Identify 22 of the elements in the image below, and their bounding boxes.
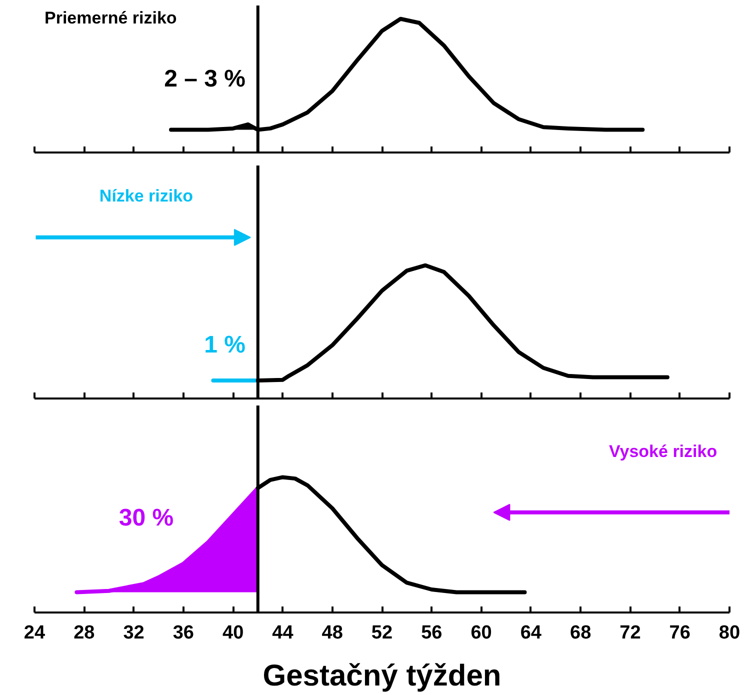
x-tick-label: 56 bbox=[421, 622, 442, 644]
annotation: 1 % bbox=[204, 332, 246, 359]
x-tick-label: 52 bbox=[371, 622, 393, 644]
x-tick-label: 40 bbox=[222, 622, 244, 644]
chart-title: Nízke riziko bbox=[99, 186, 193, 206]
x-tick-label: 24 bbox=[24, 622, 46, 644]
annotation: 2 – 3 % bbox=[164, 65, 246, 92]
x-tick-label: 64 bbox=[520, 622, 542, 644]
x-tick-label: 44 bbox=[272, 622, 294, 644]
x-tick-label: 72 bbox=[620, 622, 641, 644]
x-axis-title: Gestačný týžden bbox=[262, 660, 502, 692]
x-tick-label: 76 bbox=[669, 622, 690, 644]
x-tick-label: 32 bbox=[123, 622, 144, 644]
x-tick-label: 80 bbox=[718, 622, 740, 644]
x-tick-label: 68 bbox=[570, 622, 592, 644]
x-tick-label: 48 bbox=[322, 622, 343, 644]
x-tick-label: 28 bbox=[74, 622, 95, 644]
x-tick-label: 60 bbox=[470, 622, 492, 644]
annotation: 30 % bbox=[118, 504, 174, 532]
x-tick-label: 36 bbox=[172, 622, 194, 644]
chart-title: Vysoké riziko bbox=[609, 442, 718, 461]
chart-title: Priemerné riziko bbox=[44, 8, 177, 28]
